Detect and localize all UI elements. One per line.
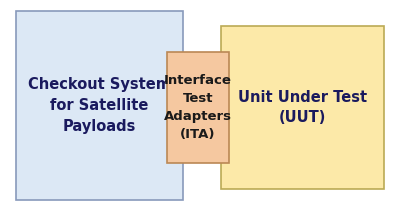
Text: Checkout System
for Satellite
Payloads: Checkout System for Satellite Payloads <box>28 77 171 134</box>
FancyBboxPatch shape <box>221 26 384 189</box>
FancyBboxPatch shape <box>16 11 183 200</box>
Text: Unit Under Test
(UUT): Unit Under Test (UUT) <box>238 89 367 126</box>
FancyBboxPatch shape <box>167 52 229 163</box>
Text: Interface
Test
Adapters
(ITA): Interface Test Adapters (ITA) <box>164 74 232 141</box>
